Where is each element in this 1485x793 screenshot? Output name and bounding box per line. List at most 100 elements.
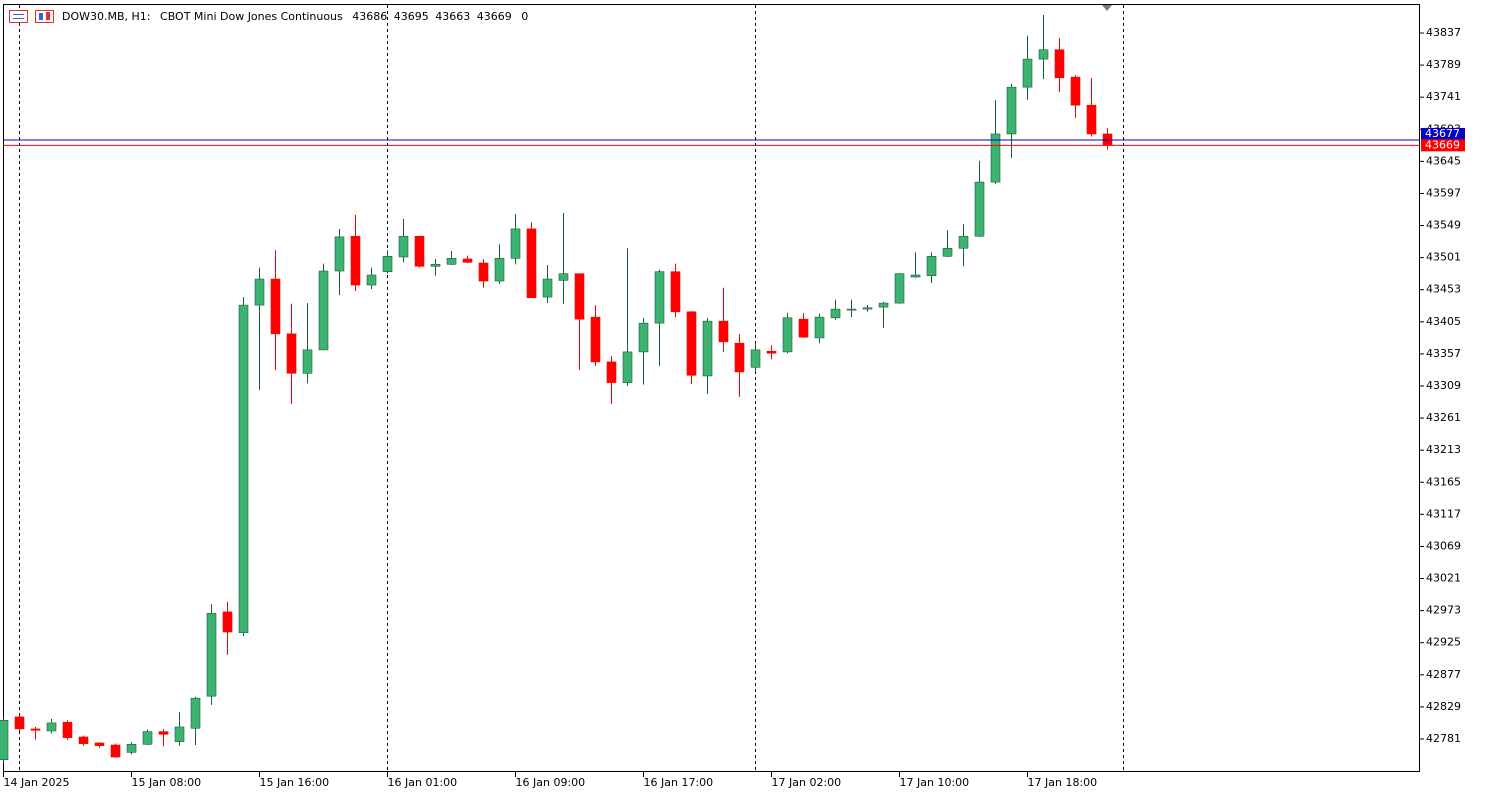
y-tick-label: 43549 bbox=[1426, 219, 1461, 232]
ohlc-high: 43695 bbox=[394, 10, 429, 23]
candle-body bbox=[846, 308, 857, 311]
y-tick-label: 43213 bbox=[1426, 443, 1461, 456]
candle-body bbox=[142, 731, 153, 745]
y-tick-label: 42829 bbox=[1426, 700, 1461, 713]
y-tick-label: 43357 bbox=[1426, 347, 1461, 360]
y-tick-label: 43789 bbox=[1426, 58, 1461, 71]
y-tick-label: 43069 bbox=[1426, 539, 1461, 552]
x-tick-label: 15 Jan 16:00 bbox=[260, 776, 330, 789]
candle-body bbox=[830, 308, 841, 319]
candle-body bbox=[46, 722, 57, 732]
volume: 0 bbox=[521, 10, 528, 23]
x-tick-label: 17 Jan 02:00 bbox=[772, 776, 842, 789]
x-tick-label: 15 Jan 08:00 bbox=[132, 776, 202, 789]
candle-body bbox=[782, 317, 793, 353]
candle-body bbox=[878, 302, 889, 308]
candle-body bbox=[318, 270, 329, 351]
candle-body bbox=[110, 744, 121, 758]
icon bbox=[46, 12, 50, 20]
candle-body bbox=[574, 273, 585, 320]
y-tick-label: 42877 bbox=[1426, 668, 1461, 681]
candle-body bbox=[766, 350, 777, 354]
candle-body bbox=[702, 320, 713, 377]
y-tick-label: 43741 bbox=[1426, 90, 1461, 103]
candle-body bbox=[158, 731, 169, 735]
y-tick-label: 43261 bbox=[1426, 411, 1461, 424]
candle-body bbox=[222, 611, 233, 633]
candle-body bbox=[622, 351, 633, 383]
candle-body bbox=[670, 271, 681, 313]
candle-body bbox=[14, 716, 25, 730]
x-tick-label: 14 Jan 2025 bbox=[4, 776, 70, 789]
candle-body bbox=[0, 719, 9, 760]
candle-body bbox=[1022, 58, 1033, 88]
candle-body bbox=[382, 256, 393, 272]
y-tick-label: 43597 bbox=[1426, 186, 1461, 199]
y-tick-label: 43165 bbox=[1426, 475, 1461, 488]
ohlc-low: 43663 bbox=[435, 10, 470, 23]
y-tick-label: 43021 bbox=[1426, 572, 1461, 585]
candle-body bbox=[750, 349, 761, 368]
candle-body bbox=[542, 278, 553, 298]
period-separators bbox=[19, 5, 1124, 771]
candle-body bbox=[894, 273, 905, 304]
candle-body bbox=[1038, 49, 1049, 60]
candle-body bbox=[862, 307, 873, 310]
y-tick-label: 43309 bbox=[1426, 379, 1461, 392]
candle-body bbox=[958, 235, 969, 249]
candle-body bbox=[62, 721, 73, 738]
candle-body bbox=[590, 316, 601, 363]
icon bbox=[9, 10, 28, 23]
candle-body bbox=[686, 311, 697, 376]
y-tick-label: 43405 bbox=[1426, 315, 1461, 328]
candle-body bbox=[414, 235, 425, 267]
bid-label-box bbox=[1421, 139, 1465, 152]
candle-body bbox=[638, 322, 649, 353]
x-tick-label: 16 Jan 17:00 bbox=[644, 776, 714, 789]
ask-label: 43677 bbox=[1425, 127, 1460, 140]
candle-body bbox=[398, 235, 409, 258]
candle-body bbox=[910, 274, 921, 278]
ohlc-close: 43669 bbox=[477, 10, 512, 23]
candle-body bbox=[734, 342, 745, 373]
candle-body bbox=[462, 258, 473, 263]
candle-body bbox=[942, 247, 953, 257]
candle-body bbox=[1054, 49, 1065, 79]
bid-label: 43669 bbox=[1425, 138, 1460, 151]
y-tick-label: 42781 bbox=[1426, 732, 1461, 745]
candle-body bbox=[238, 304, 249, 633]
candle-body bbox=[78, 736, 89, 744]
candle-body bbox=[302, 349, 313, 374]
candle-body bbox=[606, 361, 617, 383]
x-tick-label: 16 Jan 01:00 bbox=[388, 776, 458, 789]
x-tick-label: 16 Jan 09:00 bbox=[516, 776, 586, 789]
header-icons bbox=[9, 10, 54, 23]
y-tick-label: 43501 bbox=[1426, 251, 1461, 264]
x-tick-label: 17 Jan 10:00 bbox=[900, 776, 970, 789]
candle-body bbox=[1006, 86, 1017, 135]
candle-body bbox=[990, 133, 1001, 183]
candle-body bbox=[526, 228, 537, 299]
candle-body bbox=[446, 258, 457, 265]
candle-body bbox=[1086, 104, 1097, 135]
y-tick-label: 42973 bbox=[1426, 604, 1461, 617]
y-tick-label: 43453 bbox=[1426, 283, 1461, 296]
candle-body bbox=[478, 262, 489, 282]
ohlc-open: 43686 bbox=[352, 10, 387, 23]
shift-marker bbox=[1102, 5, 1112, 11]
y-tick-label: 43837 bbox=[1426, 26, 1461, 39]
candle-body bbox=[254, 278, 265, 306]
y-tick-label: 43645 bbox=[1426, 154, 1461, 167]
candle-body bbox=[286, 333, 297, 374]
icon bbox=[39, 13, 43, 20]
candle-body bbox=[174, 726, 185, 742]
candle-body bbox=[494, 258, 505, 282]
y-tick-label: 43117 bbox=[1426, 507, 1461, 520]
candle-body bbox=[270, 278, 281, 335]
candle-body bbox=[366, 274, 377, 286]
candle-body bbox=[1070, 76, 1081, 106]
candle-body bbox=[510, 228, 521, 259]
candle-body bbox=[798, 318, 809, 338]
candle-body bbox=[126, 744, 137, 753]
